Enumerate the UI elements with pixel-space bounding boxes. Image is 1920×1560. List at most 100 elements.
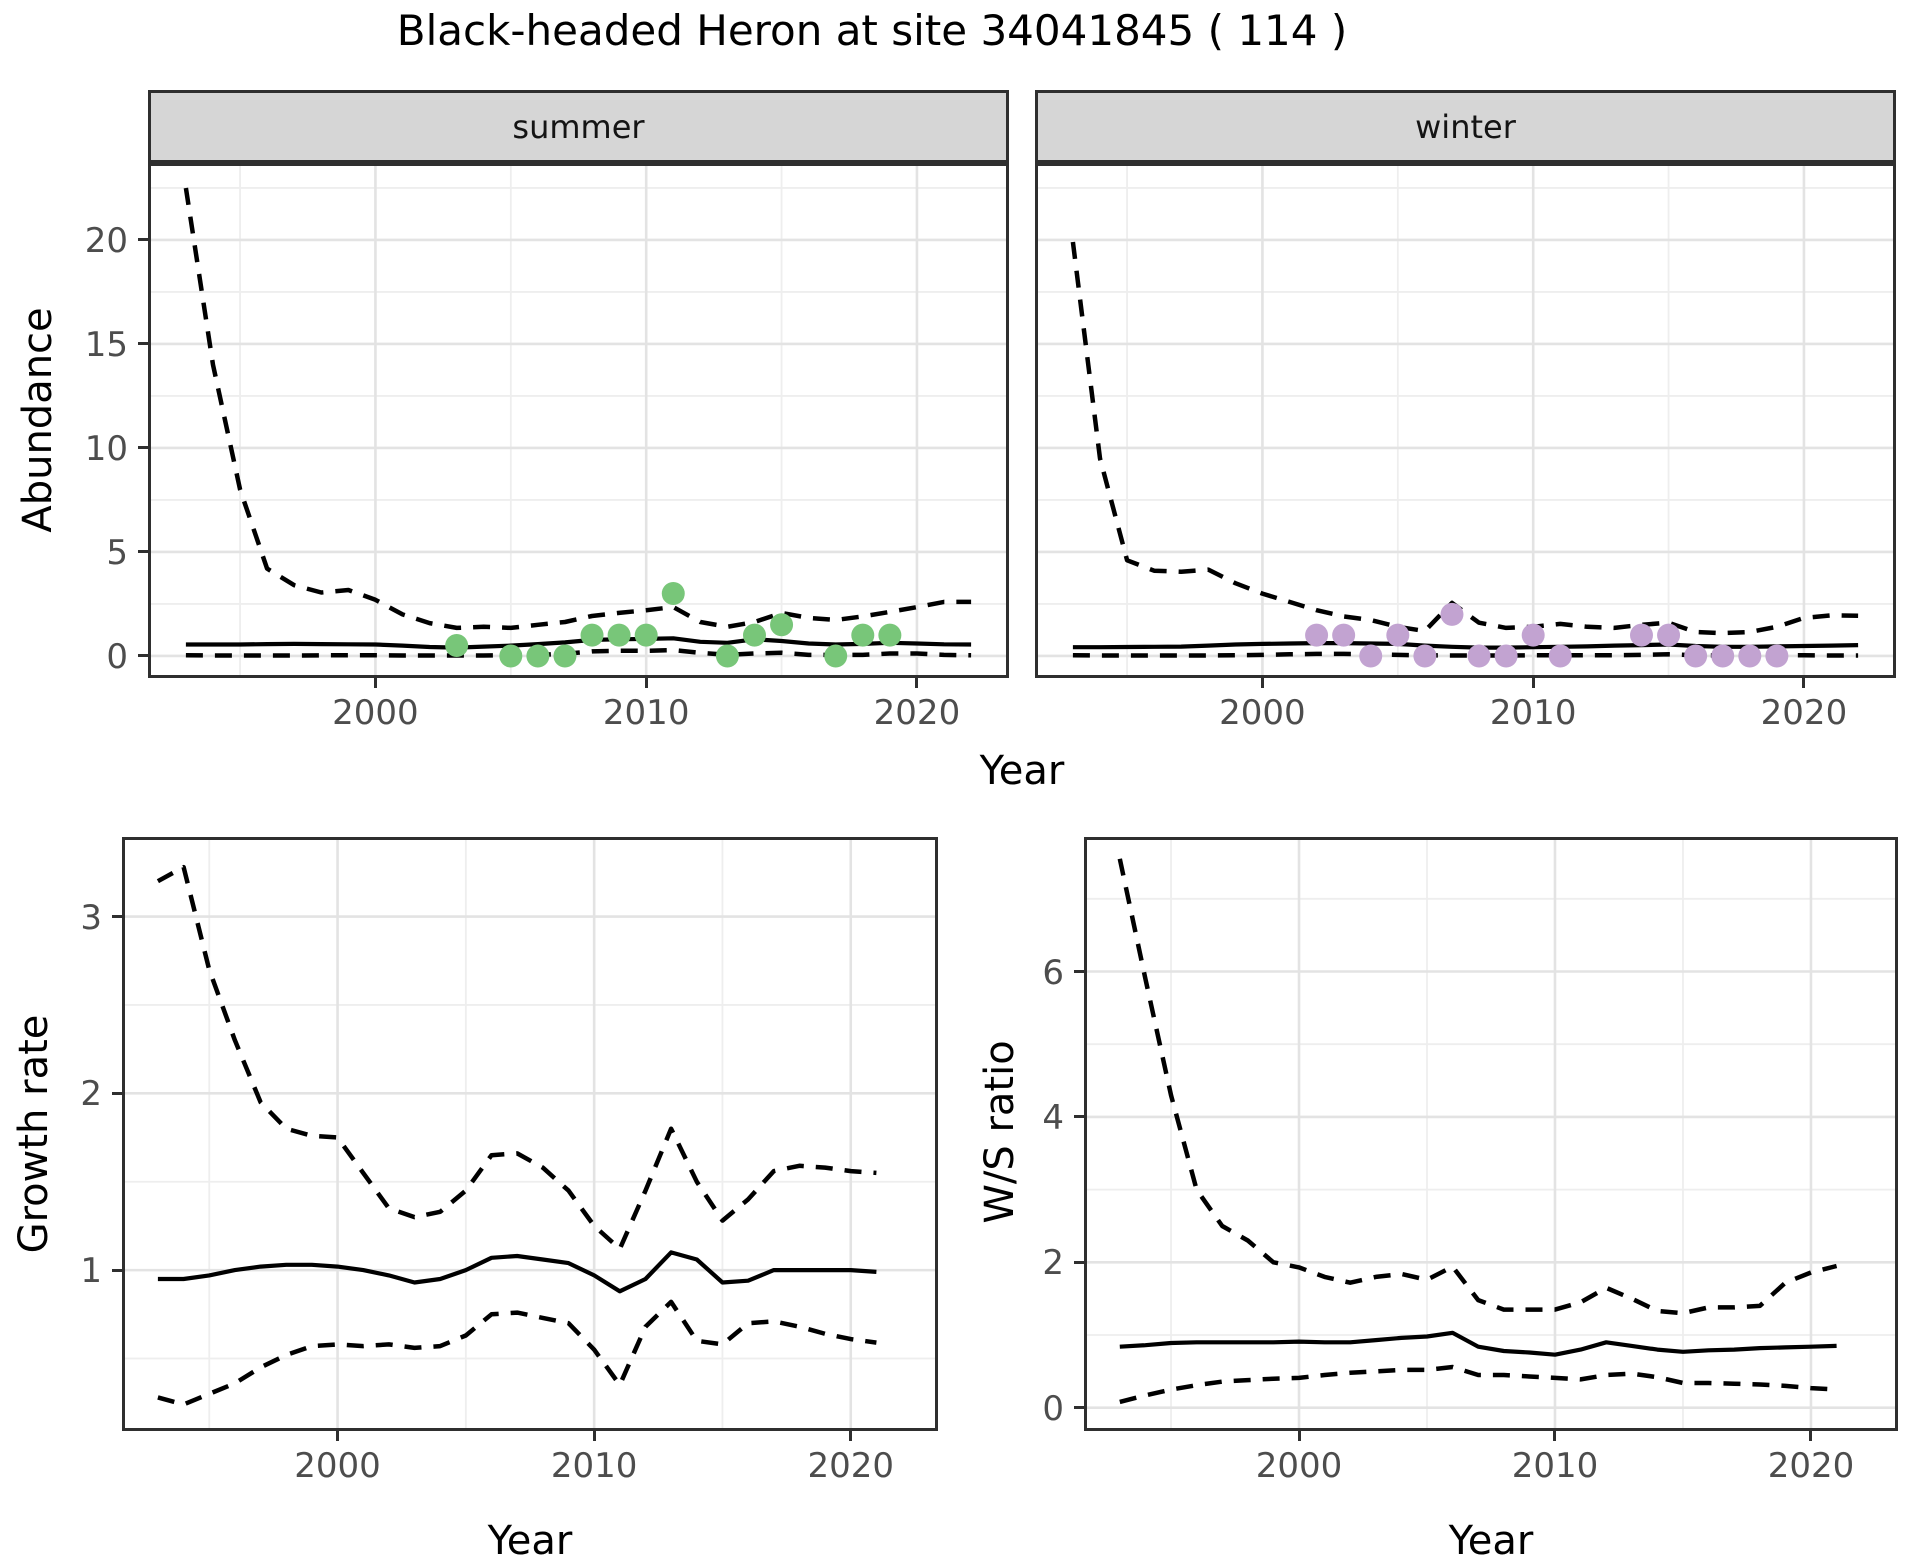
growth-panel-border [122, 837, 938, 1431]
y-tick-label: 6 [1042, 952, 1064, 993]
winter-data-point [1386, 623, 1410, 647]
summer-data-point [851, 623, 875, 647]
growth-upper_ci-line [156, 864, 877, 1252]
y-tick-mark [1074, 1406, 1084, 1410]
winter-data-point [1494, 644, 1518, 668]
y-tick-mark [1074, 970, 1084, 973]
winter-data-point [1332, 623, 1356, 647]
x-tick-mark [336, 1431, 340, 1441]
y-tick-label: 10 [84, 428, 128, 469]
x-tick-label: 2010 [602, 693, 690, 733]
y-tick-label: 2 [1042, 1243, 1064, 1284]
growth-mean-line [157, 1250, 877, 1294]
x-tick-mark [1260, 678, 1264, 688]
winter-data-point [1657, 623, 1681, 647]
x-tick-mark [915, 678, 919, 688]
ws-lower_ci-line [1119, 1364, 1837, 1405]
summer-data-point [661, 582, 685, 606]
x-tick-mark [592, 1431, 596, 1441]
summer-data-point [634, 623, 658, 647]
ws-upper_ci-line [1117, 858, 1838, 1316]
x-tick-label: 2000 [294, 1446, 381, 1486]
facet-strip-summer: summer [148, 90, 1009, 163]
winter-data-point [1765, 644, 1789, 668]
x-tick-mark [1809, 1431, 1813, 1441]
winter-data-point [1738, 644, 1762, 668]
x-tick-mark [1531, 678, 1535, 688]
year-axis-title-top: Year [979, 748, 1065, 794]
ws-panel-border [1084, 837, 1898, 1431]
facet-strip-winter-label: winter [1415, 107, 1516, 146]
x-tick-mark [1802, 678, 1806, 688]
summer-data-point [445, 634, 469, 658]
y-tick-label: 2 [80, 1074, 102, 1115]
y-tick-label: 15 [84, 324, 128, 365]
y-tick-mark [112, 915, 122, 919]
ws-panel [1084, 837, 1898, 1431]
y-tick-mark [138, 550, 148, 554]
summer-lower_ci-line [185, 647, 972, 658]
y-tick-mark [112, 1268, 122, 1272]
facet-strip-summer-label: summer [512, 107, 645, 146]
y-tick-label: 3 [80, 897, 102, 938]
summer-data-point [580, 623, 604, 647]
x-tick-label: 2010 [1489, 693, 1577, 733]
ws-mean-line [1119, 1330, 1837, 1357]
winter-data-point [1548, 644, 1572, 668]
x-tick-label: 2010 [550, 1446, 638, 1486]
summer-mean-line [185, 636, 972, 650]
chart-title: Black-headed Heron at site 34041845 ( 11… [396, 6, 1348, 55]
summer-data-point [770, 613, 794, 637]
x-tick-mark [644, 678, 648, 688]
x-tick-label: 2020 [807, 1446, 895, 1486]
winter-data-point [1684, 644, 1708, 668]
summer-data-point [715, 644, 739, 668]
y-tick-label: 5 [106, 532, 128, 573]
x-tick-mark [1297, 1431, 1301, 1441]
x-tick-label: 2020 [873, 693, 961, 733]
x-tick-mark [1553, 1431, 1557, 1441]
y-tick-mark [138, 654, 148, 658]
summer-data-point [526, 644, 550, 668]
summer-panel-border [148, 163, 1009, 678]
y-tick-label: 0 [106, 636, 128, 677]
year-axis-title-ws: Year [1448, 1518, 1534, 1560]
x-tick-label: 2020 [1760, 693, 1848, 733]
winter-data-point [1440, 602, 1464, 626]
x-tick-label: 2000 [332, 693, 419, 733]
winter-upper_ci-line [1070, 241, 1859, 636]
x-tick-label: 2020 [1767, 1446, 1855, 1486]
y-tick-mark [138, 342, 148, 346]
growth-panel [122, 837, 938, 1431]
y-tick-label: 4 [1042, 1097, 1064, 1138]
summer-data-point [878, 623, 902, 647]
winter-mean-line [1072, 641, 1859, 650]
winter-data-point [1359, 644, 1383, 668]
summer-data-point [824, 644, 848, 668]
x-tick-mark [849, 1431, 853, 1441]
x-tick-label: 2010 [1511, 1446, 1599, 1486]
year-axis-title-growth: Year [487, 1518, 573, 1560]
summer-data-point [742, 623, 766, 647]
winter-data-point [1521, 623, 1545, 647]
growth-rate-axis-title: Growth rate [11, 1014, 57, 1254]
summer-upper_ci-line [183, 187, 972, 631]
y-tick-mark [138, 446, 148, 450]
y-tick-label: 1 [80, 1251, 102, 1292]
x-tick-mark [373, 678, 377, 688]
winter-data-point [1413, 644, 1437, 668]
winter-data-point [1305, 623, 1329, 647]
summer-data-point [553, 644, 577, 668]
x-tick-label: 2000 [1219, 693, 1306, 733]
y-tick-mark [112, 1091, 122, 1095]
summer-panel [148, 163, 1009, 678]
winter-data-point [1629, 623, 1653, 647]
y-tick-mark [138, 238, 148, 242]
x-tick-label: 2000 [1255, 1446, 1343, 1486]
winter-panel-border [1035, 163, 1896, 678]
winter-data-point [1711, 644, 1735, 668]
winter-panel [1035, 163, 1896, 678]
y-tick-label: 0 [1042, 1388, 1064, 1429]
y-tick-mark [1074, 1260, 1084, 1264]
